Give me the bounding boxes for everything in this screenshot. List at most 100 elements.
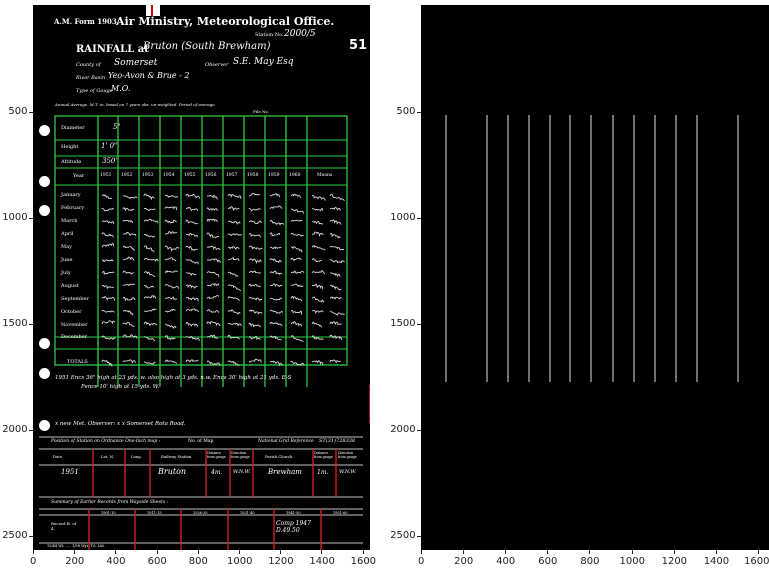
period-header: 1911-15: [147, 511, 162, 515]
handwritten-value: [122, 256, 135, 261]
table-grid-horizontals: [55, 139, 347, 350]
handwritten-value: [290, 193, 302, 199]
handwritten-value: [164, 257, 177, 262]
office-title: Air Ministry, Meteorological Office.: [116, 15, 335, 28]
river-basin-label: River Basin: [76, 75, 106, 81]
y-tick-label: 2500: [390, 530, 416, 541]
handwritten-value: [185, 193, 201, 199]
handwritten-value: [164, 245, 180, 252]
punch-hole: [39, 125, 50, 136]
handwritten-value: [311, 245, 326, 251]
observer-label: Observer: [205, 62, 229, 68]
period-header: 1901-10: [101, 511, 116, 515]
handwritten-value: [311, 270, 325, 275]
handwritten-value: [101, 243, 115, 248]
rainfall-at-value: Bruton (South Brewham): [143, 41, 271, 52]
month-label: March: [61, 218, 78, 224]
y-tick-label: 500: [8, 106, 28, 117]
handwritten-value: [269, 360, 283, 367]
grid-ref-value: ST(31)728338: [319, 438, 356, 444]
handwritten-value: [269, 270, 283, 276]
rainfall-at-label: RAINFALL at: [76, 44, 149, 55]
handwritten-value: [227, 193, 242, 199]
handwritten-value: [206, 360, 221, 366]
handwritten-value: [227, 334, 240, 340]
x-tick-mark: [115, 550, 117, 554]
handwritten-value: [185, 284, 198, 289]
handwritten-value: [122, 207, 135, 212]
note-line: 1951 Encs 36" high at 23 yds. w. also hi…: [55, 375, 292, 381]
x-tick-mark: [757, 550, 759, 554]
handwritten-value: [329, 232, 341, 240]
annual-average: Annual Average. M.T. in. based on 7 year…: [55, 102, 216, 107]
handwritten-value: [248, 296, 263, 302]
handwritten-value: [269, 322, 283, 327]
page-number: 51: [349, 38, 368, 53]
handwritten-value: [185, 272, 197, 276]
handwritten-value: [311, 231, 324, 238]
col-header: Distance from gauge: [207, 451, 226, 459]
x-tick-label: 1000: [227, 556, 253, 567]
handwritten-value: [101, 259, 114, 263]
handwritten-value: [185, 219, 199, 225]
x-tick-label: 400: [106, 556, 126, 567]
handwritten-value: [164, 284, 180, 289]
punch-hole: [39, 176, 50, 187]
handwritten-value: [290, 246, 303, 253]
handwritten-value: [164, 309, 176, 313]
handwritten-value: [290, 208, 305, 214]
handwritten-value: [122, 283, 136, 287]
y-tick-label: 2000: [390, 424, 416, 435]
handwritten-value: [206, 309, 220, 313]
map-no-label: No. of Map: [188, 439, 214, 444]
x-tick-mark: [673, 550, 675, 554]
y-tick-mark: [417, 536, 421, 537]
handwritten-value: [290, 232, 304, 237]
handwritten-value: [248, 207, 262, 212]
handwritten-value: [143, 295, 157, 299]
x-tick-mark: [589, 550, 591, 554]
punch-hole: [39, 338, 50, 349]
y-tick-label: 2500: [2, 530, 28, 541]
height-label: Height: [61, 144, 79, 150]
handwritten-value: [164, 359, 178, 364]
x-tick-mark: [362, 550, 364, 554]
y-tick-label: 2000: [2, 424, 28, 435]
x-tick-label: 0: [418, 556, 425, 567]
county-value: Somerset: [114, 58, 158, 68]
handwritten-value: [290, 270, 305, 275]
handwritten-value: [269, 193, 281, 198]
x-tick-label: 800: [188, 556, 208, 567]
handwritten-value: [269, 335, 283, 341]
handwritten-value: [269, 246, 282, 250]
handwritten-value: [164, 219, 177, 224]
handwritten-value: [101, 335, 116, 341]
handwritten-value: [311, 309, 324, 314]
handwritten-value: [290, 335, 304, 342]
handwritten-value: [143, 257, 159, 262]
handwritten-value: [143, 207, 156, 212]
clip-mark-red: [151, 5, 153, 16]
handwritten-value: [185, 245, 198, 252]
handwritten-value: [143, 233, 156, 238]
y-tick-mark: [417, 324, 421, 325]
handwritten-value: [143, 193, 155, 201]
observer-value: S.E. May Esq: [233, 57, 294, 67]
x-tick-mark: [421, 550, 422, 554]
year-header: 1953: [142, 173, 154, 178]
handwritten-value: [164, 335, 176, 341]
county-label: County of: [76, 62, 101, 68]
x-tick-mark: [239, 550, 240, 554]
handwritten-value: [311, 283, 324, 290]
y-tick-label: 1500: [2, 318, 28, 329]
month-label: August: [61, 283, 79, 289]
handwritten-value: [248, 270, 262, 274]
handwritten-value: [248, 233, 262, 238]
y-tick-mark: [29, 218, 33, 219]
handwritten-value: [248, 283, 261, 288]
handwritten-value: [143, 321, 158, 327]
handwritten-value: [329, 219, 342, 225]
handwritten-value: [122, 296, 136, 302]
handwritten-value: [311, 258, 322, 263]
handwritten-value: [290, 257, 302, 262]
